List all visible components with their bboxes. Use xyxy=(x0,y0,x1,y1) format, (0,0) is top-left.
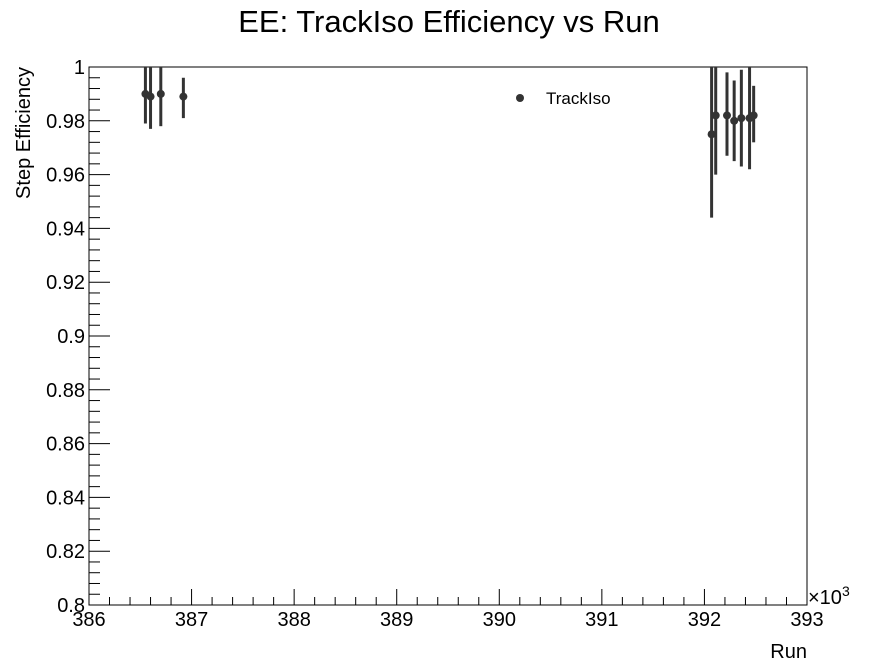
y-axis: 0.8 0.82 0.84 0.86 0.88 0.9 0.92 0.94 0.96 0.98 1 xyxy=(46,57,110,617)
point-marker xyxy=(156,89,165,98)
point-marker xyxy=(179,92,188,101)
x-tick-label: 390 xyxy=(483,609,516,631)
point-marker xyxy=(737,114,746,123)
x-axis-multiplier-base: ×10 xyxy=(808,587,842,609)
y-tick-label: 0.82 xyxy=(46,541,85,563)
y-tick-label: 0.92 xyxy=(46,272,85,294)
legend-label: TrackIso xyxy=(546,89,611,108)
x-tick-label: 388 xyxy=(277,609,310,631)
data-point xyxy=(146,67,155,129)
y-tick-label: 0.8 xyxy=(57,595,85,617)
x-axis: 386 387 388 389 390 391 392 393 xyxy=(72,589,824,631)
y-tick-label: 0.9 xyxy=(57,326,85,348)
x-tick-label: 392 xyxy=(688,609,721,631)
x-axis-label: Run xyxy=(770,641,807,663)
data-point xyxy=(711,67,720,175)
x-axis-multiplier: ×103 xyxy=(808,583,850,609)
data-point xyxy=(737,69,746,167)
data-point xyxy=(179,77,188,119)
x-tick-label: 386 xyxy=(72,609,105,631)
data-points xyxy=(141,67,758,218)
y-tick-label: 0.84 xyxy=(46,487,85,509)
legend-marker xyxy=(516,94,524,102)
y-tick-label: 0.98 xyxy=(46,111,85,133)
data-point xyxy=(730,80,739,162)
data-point xyxy=(749,85,758,143)
point-marker xyxy=(707,130,716,139)
y-axis-label: Step Efficiency xyxy=(13,67,35,199)
data-point xyxy=(707,67,716,218)
data-point xyxy=(722,72,731,156)
data-point xyxy=(156,67,165,127)
x-tick-label: 387 xyxy=(175,609,208,631)
legend: TrackIso xyxy=(516,89,611,108)
x-axis-multiplier-exponent: 3 xyxy=(842,583,850,599)
point-marker xyxy=(749,111,758,120)
point-marker xyxy=(730,116,739,125)
x-tick-label: 391 xyxy=(585,609,618,631)
point-marker xyxy=(711,111,720,120)
chart-title: EE: TrackIso Efficiency vs Run xyxy=(238,4,660,39)
point-marker xyxy=(146,92,155,101)
y-tick-label: 0.94 xyxy=(46,218,85,240)
y-tick-label: 0.96 xyxy=(46,165,85,187)
x-tick-label: 389 xyxy=(380,609,413,631)
y-tick-label: 0.88 xyxy=(46,380,85,402)
plot-frame xyxy=(88,66,808,606)
point-marker xyxy=(722,111,731,120)
y-tick-label: 1 xyxy=(74,57,85,79)
x-tick-label: 393 xyxy=(790,609,823,631)
y-tick-label: 0.86 xyxy=(46,434,85,456)
